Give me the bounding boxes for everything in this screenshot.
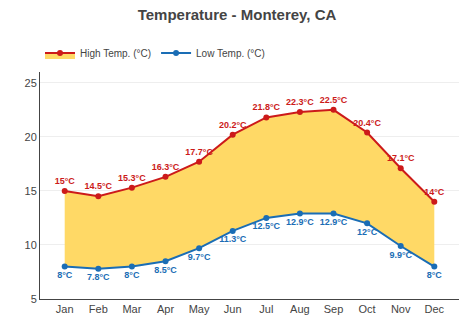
svg-text:25: 25 xyxy=(25,77,37,89)
svg-text:Apr: Apr xyxy=(157,303,174,315)
svg-text:Dec: Dec xyxy=(425,303,445,315)
svg-text:12.5°C: 12.5°C xyxy=(252,221,280,231)
svg-text:20: 20 xyxy=(25,131,37,143)
svg-text:Jul: Jul xyxy=(259,303,273,315)
svg-text:11.3°C: 11.3°C xyxy=(219,234,247,244)
svg-text:12.9°C: 12.9°C xyxy=(286,217,314,227)
svg-text:Mar: Mar xyxy=(122,303,141,315)
svg-text:20.2°C: 20.2°C xyxy=(219,120,247,130)
svg-text:9.9°C: 9.9°C xyxy=(389,250,412,260)
svg-text:17.7°C: 17.7°C xyxy=(185,147,213,157)
svg-text:8°C: 8°C xyxy=(57,270,73,280)
svg-text:7.8°C: 7.8°C xyxy=(87,272,110,282)
svg-text:9.7°C: 9.7°C xyxy=(188,252,211,262)
svg-text:8°C: 8°C xyxy=(427,270,443,280)
svg-text:17.1°C: 17.1°C xyxy=(387,153,415,163)
svg-text:Temperature - Monterey, CA: Temperature - Monterey, CA xyxy=(138,6,337,23)
svg-text:12.9°C: 12.9°C xyxy=(320,217,348,227)
svg-text:High Temp. (°C): High Temp. (°C) xyxy=(80,48,151,59)
svg-text:8°C: 8°C xyxy=(124,270,140,280)
svg-text:Jun: Jun xyxy=(224,303,242,315)
svg-text:Oct: Oct xyxy=(359,303,376,315)
svg-text:5: 5 xyxy=(31,293,37,305)
svg-text:Low Temp. (°C): Low Temp. (°C) xyxy=(196,48,265,59)
svg-text:12°C: 12°C xyxy=(357,227,378,237)
svg-text:May: May xyxy=(189,303,210,315)
svg-text:Aug: Aug xyxy=(290,303,310,315)
svg-text:8.5°C: 8.5°C xyxy=(154,265,177,275)
svg-text:Nov: Nov xyxy=(391,303,411,315)
svg-text:Jan: Jan xyxy=(56,303,74,315)
svg-text:22.5°C: 22.5°C xyxy=(320,95,348,105)
svg-text:Sep: Sep xyxy=(324,303,344,315)
svg-text:21.8°C: 21.8°C xyxy=(252,102,280,112)
svg-text:15°C: 15°C xyxy=(55,176,76,186)
svg-text:16.3°C: 16.3°C xyxy=(152,162,180,172)
svg-text:22.3°C: 22.3°C xyxy=(286,97,314,107)
svg-text:Feb: Feb xyxy=(89,303,108,315)
svg-text:14°C: 14°C xyxy=(424,187,445,197)
svg-text:14.5°C: 14.5°C xyxy=(84,181,112,191)
svg-text:15.3°C: 15.3°C xyxy=(118,173,146,183)
svg-text:15: 15 xyxy=(25,185,37,197)
svg-text:20.4°C: 20.4°C xyxy=(353,118,381,128)
svg-text:10: 10 xyxy=(25,239,37,251)
